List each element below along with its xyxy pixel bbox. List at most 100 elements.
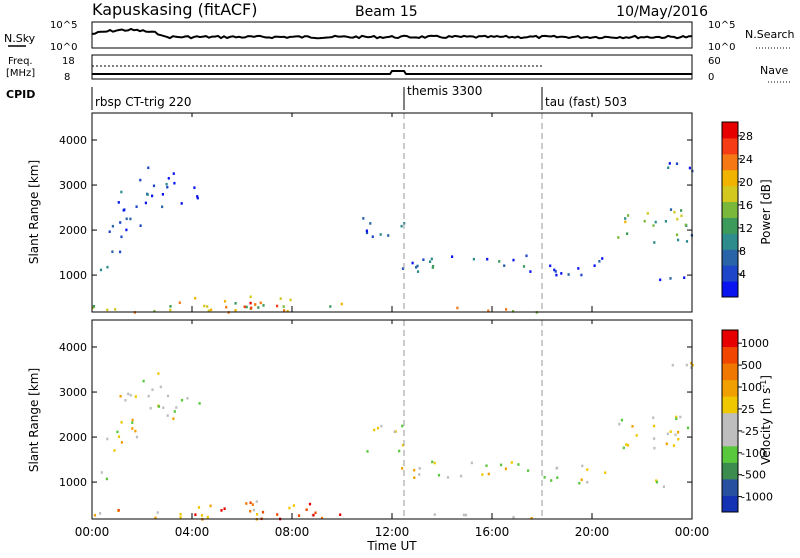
scatter-cell bbox=[624, 217, 627, 220]
x-tick-label: 00:00 bbox=[675, 525, 710, 539]
scatter-cell bbox=[581, 464, 584, 468]
scatter-cell bbox=[416, 270, 420, 273]
scatter-cell bbox=[220, 509, 223, 512]
noise-search-label: N.Search bbox=[745, 28, 795, 41]
scatter-cell bbox=[626, 444, 630, 447]
scatter-cell bbox=[119, 395, 122, 398]
scatter-cell bbox=[580, 273, 583, 277]
scatter-cell bbox=[297, 514, 301, 517]
scatter-cell bbox=[504, 467, 507, 471]
scatter-cell bbox=[197, 506, 201, 509]
scatter-cell bbox=[684, 223, 687, 227]
scatter-cell bbox=[643, 219, 646, 223]
freq-left-tick-top: 18 bbox=[62, 56, 75, 67]
scatter-cell bbox=[400, 224, 403, 228]
scatter-cell bbox=[223, 507, 226, 510]
cpid-segment-tau: tau (fast) 503 bbox=[545, 95, 627, 109]
scatter-cell bbox=[578, 481, 581, 485]
scatter-cell bbox=[401, 267, 405, 270]
colorbar-segment bbox=[722, 137, 738, 155]
scatter-cell bbox=[411, 261, 414, 265]
scatter-cell bbox=[339, 513, 342, 516]
scatter-cell bbox=[653, 424, 656, 428]
scatter-cell bbox=[120, 421, 123, 424]
scatter-cell bbox=[134, 429, 137, 433]
scatter-cell bbox=[194, 296, 197, 300]
colorbar-tick-label: 28 bbox=[739, 130, 753, 143]
scatter-cell bbox=[418, 473, 421, 476]
scatter-cell bbox=[225, 305, 228, 309]
freq-panel-frame bbox=[91, 54, 693, 80]
scatter-cell bbox=[276, 304, 279, 308]
colorbar-segment bbox=[722, 265, 738, 282]
scatter-cell bbox=[106, 308, 109, 312]
scatter-cell bbox=[234, 309, 237, 312]
scatter-cell bbox=[196, 196, 199, 200]
scatter-cell bbox=[122, 209, 125, 212]
scatter-cell bbox=[135, 205, 138, 208]
scatter-cell bbox=[667, 166, 670, 169]
scatter-cell bbox=[659, 278, 662, 282]
scatter-cell bbox=[249, 301, 252, 305]
freq-label-line2: [MHz] bbox=[6, 68, 35, 79]
scatter-cell bbox=[161, 193, 164, 196]
scatter-cell bbox=[254, 303, 257, 306]
scatter-cell bbox=[671, 363, 674, 367]
velocity-panel: 1000 2000 3000 4000 Slant Range [km] 1000 50… bbox=[27, 319, 774, 521]
scatter-cell bbox=[111, 250, 114, 253]
scatter-cell bbox=[245, 502, 248, 505]
scatter-cell bbox=[675, 162, 679, 165]
cpid-panel: CPID rbsp CT-trig 220 themis 3300 tau (f… bbox=[6, 84, 627, 110]
scatter-cell bbox=[203, 304, 206, 308]
noise-panel-frame bbox=[91, 21, 693, 49]
colorbar-segment bbox=[722, 429, 738, 447]
y-tick-label: 4000 bbox=[59, 341, 87, 354]
scatter-cell bbox=[437, 473, 441, 477]
scatter-cell bbox=[631, 425, 634, 428]
scatter-cell bbox=[179, 512, 182, 516]
scatter-cell bbox=[690, 366, 693, 369]
scatter-cell bbox=[512, 258, 515, 262]
scatter-cell bbox=[223, 300, 227, 303]
scatter-cell bbox=[243, 305, 246, 309]
scatter-cell bbox=[485, 464, 488, 467]
scatter-cell bbox=[169, 308, 172, 312]
colorbar-tick-label: -1000 bbox=[741, 491, 773, 504]
scatter-cell bbox=[289, 298, 292, 302]
scatter-cell bbox=[379, 233, 382, 236]
cpid-segment-themis: themis 3300 bbox=[407, 84, 482, 98]
scatter-cell bbox=[673, 210, 676, 214]
power-y-axis-label: Slant Range [km] bbox=[27, 160, 41, 264]
colorbar-segment bbox=[722, 412, 738, 430]
colorbar-tick-label: 16 bbox=[739, 199, 753, 212]
scatter-cell bbox=[430, 257, 433, 261]
freq-panel: Freq. [MHz] 18 8 60 0 Nave bbox=[6, 54, 790, 83]
scatter-cell bbox=[543, 476, 546, 479]
scatter-cell bbox=[666, 432, 669, 436]
scatter-cell bbox=[680, 214, 683, 218]
power-panel-frame bbox=[91, 112, 693, 313]
scatter-cell bbox=[577, 267, 580, 270]
scatter-cell bbox=[655, 480, 659, 484]
scatter-cell bbox=[256, 513, 259, 516]
nave-right-tick-bottom: 0 bbox=[708, 72, 714, 83]
scatter-cell bbox=[429, 260, 432, 263]
beam-label: Beam 15 bbox=[355, 4, 418, 20]
scatter-cell bbox=[376, 426, 380, 430]
x-tick-label: 00:00 bbox=[75, 525, 110, 539]
scatter-cell bbox=[550, 479, 553, 482]
scatter-cell bbox=[675, 233, 679, 237]
scatter-cell bbox=[598, 260, 601, 263]
colorbar-segment bbox=[722, 379, 738, 397]
scatter-cell bbox=[556, 466, 559, 470]
colorbar-tick-label: -100 bbox=[741, 447, 766, 460]
colorbar-tick-label: 500 bbox=[741, 359, 762, 372]
scatter-cell bbox=[131, 418, 134, 422]
velocity-colorbar-label: Velocity [m s-1] bbox=[759, 375, 774, 465]
colorbar-tick-label: 1000 bbox=[741, 337, 769, 350]
scatter-cell bbox=[500, 463, 503, 467]
scatter-cell bbox=[380, 424, 383, 428]
scatter-cell bbox=[655, 479, 658, 482]
scatter-cell bbox=[209, 504, 212, 508]
